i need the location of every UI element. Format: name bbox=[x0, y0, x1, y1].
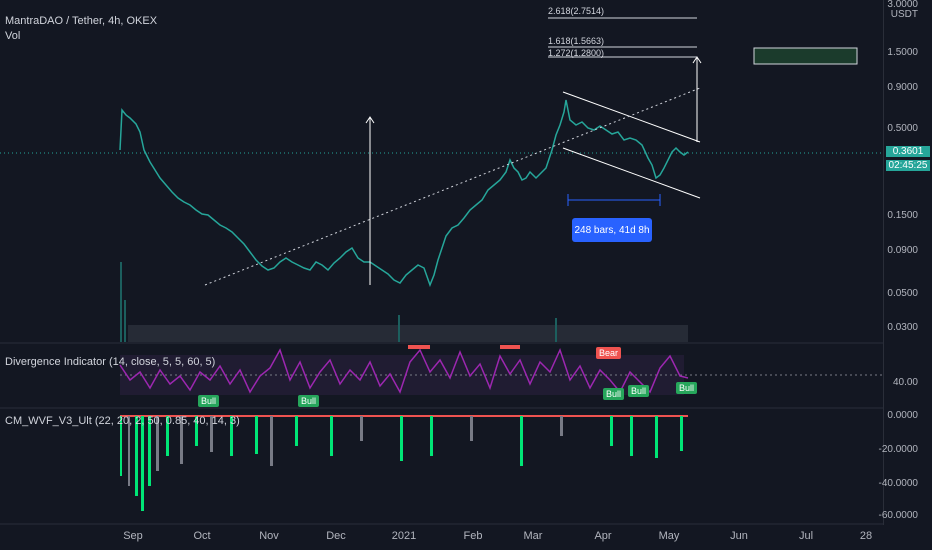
price-axis[interactable]: 3.0000 USDT 1.5000 0.9000 0.5000 0.1500 … bbox=[879, 0, 932, 525]
wvf-tick: -40.0000 bbox=[878, 478, 918, 489]
time-tick: Mar bbox=[523, 530, 543, 542]
time-tick: Nov bbox=[259, 530, 279, 542]
time-tick: May bbox=[658, 530, 680, 542]
divergence-label[interactable]: Divergence Indicator (14, close, 5, 5, 6… bbox=[5, 356, 216, 368]
fib-label-2618: 2.618(2.7514) bbox=[548, 6, 605, 16]
bull-badge: Bull bbox=[628, 385, 650, 397]
time-tick: Dec bbox=[326, 530, 346, 542]
time-tick: Apr bbox=[594, 530, 612, 542]
bull-badge: Bull bbox=[198, 395, 220, 407]
wvf-tick: -60.0000 bbox=[878, 510, 918, 521]
bear-badge: Bear bbox=[596, 347, 622, 359]
measure-tooltip: 248 bars, 41d 8h bbox=[572, 218, 652, 242]
bull-badge: Bull bbox=[298, 395, 320, 407]
price-tick: 0.9000 bbox=[887, 82, 918, 93]
current-price-label: 0.3601 bbox=[886, 146, 930, 157]
fib-label-1272: 1.272(1.2800) bbox=[548, 48, 605, 58]
wvf-label[interactable]: CM_WVF_V3_Ult (22, 20, 2, 50, 0.85, 40, … bbox=[5, 415, 240, 427]
time-tick: Oct bbox=[193, 530, 211, 542]
fib-label-1618: 1.618(1.5663) bbox=[548, 36, 605, 46]
volume-bars bbox=[120, 262, 688, 342]
wvf-histogram bbox=[120, 416, 683, 511]
time-tick: Feb bbox=[463, 530, 483, 542]
price-tick: 0.0300 bbox=[887, 322, 918, 333]
bull-badge: Bull bbox=[676, 382, 698, 394]
chart-canvas[interactable] bbox=[0, 0, 884, 525]
wvf-tick: -20.0000 bbox=[878, 444, 918, 455]
price-tick: 0.0500 bbox=[887, 288, 918, 299]
divergence-level: 40.00 bbox=[892, 377, 918, 388]
price-series bbox=[119, 99, 689, 288]
price-tick: 0.5000 bbox=[887, 123, 918, 134]
candle-countdown: 02:45:25 bbox=[886, 160, 930, 171]
volume-label: Vol bbox=[5, 30, 21, 42]
time-tick: Sep bbox=[123, 530, 143, 542]
currency-label: USDT bbox=[890, 9, 918, 20]
time-tick: 28 bbox=[859, 530, 873, 542]
price-tick: 0.1500 bbox=[887, 210, 918, 221]
price-tick: 3.0000 bbox=[887, 0, 918, 10]
chart-title: MantraDAO / Tether, 4h, OKEX bbox=[5, 15, 158, 27]
price-tick: 1.5000 bbox=[887, 47, 918, 58]
price-tick: 0.0900 bbox=[887, 245, 918, 256]
bull-badge: Bull bbox=[603, 388, 625, 400]
time-tick: 2021 bbox=[391, 530, 417, 542]
rsi-series bbox=[119, 347, 689, 394]
wvf-tick: 0.0000 bbox=[887, 410, 918, 421]
time-tick: Jul bbox=[798, 530, 814, 542]
time-tick: Jun bbox=[730, 530, 748, 542]
